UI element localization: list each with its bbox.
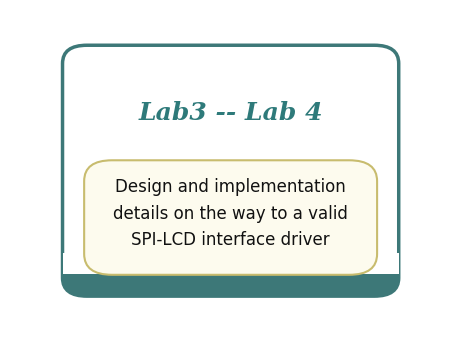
Text: Design and implementation
details on the way to a valid
SPI-LCD interface driver: Design and implementation details on the… xyxy=(113,178,348,249)
FancyBboxPatch shape xyxy=(63,45,399,296)
Bar xyxy=(63,253,399,274)
Text: Lab3 -- Lab 4: Lab3 -- Lab 4 xyxy=(139,101,323,125)
FancyBboxPatch shape xyxy=(63,258,399,296)
FancyBboxPatch shape xyxy=(84,160,377,275)
